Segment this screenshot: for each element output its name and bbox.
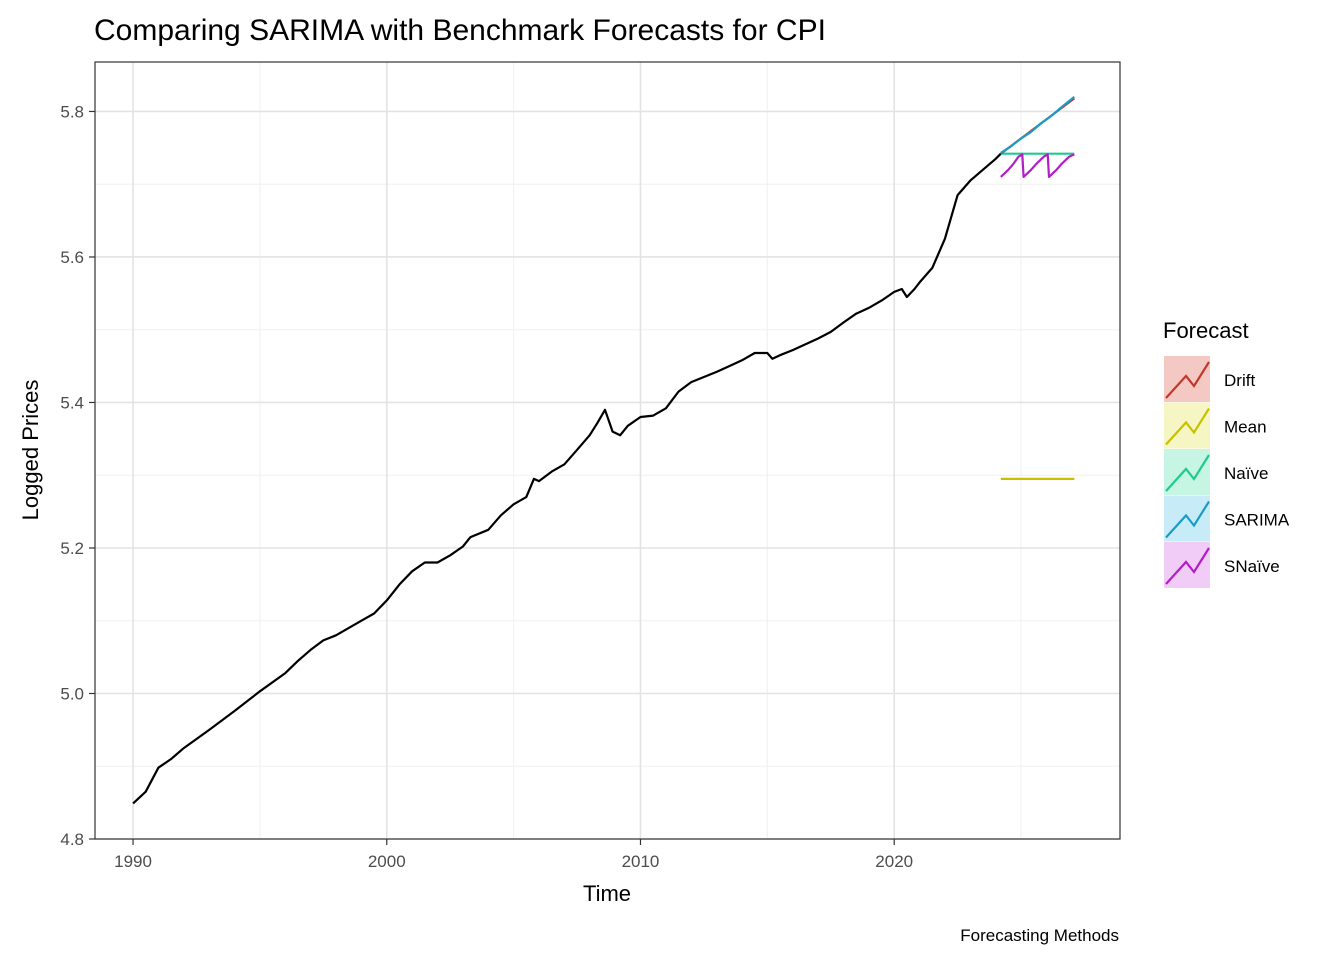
forecast-line-snave [1000, 153, 1075, 178]
y-tick-label: 4.8 [60, 830, 84, 849]
legend-label-nave: Naïve [1224, 464, 1268, 483]
series-layer [132, 96, 1075, 805]
legend-line-drift [1165, 361, 1210, 399]
forecast-line-sarima [1000, 96, 1075, 154]
legend-label-drift: Drift [1224, 371, 1255, 390]
legend-label-sarima: SARIMA [1224, 511, 1290, 530]
x-axis-label: Time [583, 881, 631, 906]
history-line [132, 152, 1002, 805]
x-tick-label: 1990 [114, 852, 152, 871]
legend-label-mean: Mean [1224, 418, 1267, 437]
y-tick-label: 5.0 [60, 684, 84, 703]
legend-line-nave [1165, 454, 1210, 492]
x-tick-label: 2020 [875, 852, 913, 871]
grid-lines [95, 62, 1120, 840]
legend-line-snave [1165, 547, 1210, 585]
chart-caption: Forecasting Methods [960, 926, 1119, 945]
legend: Forecast Drift Mean Naïve SARIMA SNaïve [1163, 318, 1290, 588]
y-tick-label: 5.2 [60, 539, 84, 558]
legend-label-snave: SNaïve [1224, 557, 1280, 576]
legend-title: Forecast [1163, 318, 1249, 343]
y-tick-label: 5.8 [60, 102, 84, 121]
y-tick-label: 5.4 [60, 393, 84, 412]
x-tick-label: 2010 [622, 852, 660, 871]
y-tick-label: 5.6 [60, 248, 84, 267]
x-tick-label: 2000 [368, 852, 406, 871]
y-axis-label: Logged Prices [18, 380, 43, 521]
legend-line-sarima [1165, 500, 1210, 539]
panel-border [94, 61, 1121, 840]
legend-line-mean [1165, 407, 1210, 446]
axis-ticks: 1990 2000 2010 2020 4.8 5.0 5.2 5.4 5.6 5.8 [60, 102, 913, 871]
chart-title: Comparing SARIMA with Benchmark Forecast… [94, 14, 826, 47]
